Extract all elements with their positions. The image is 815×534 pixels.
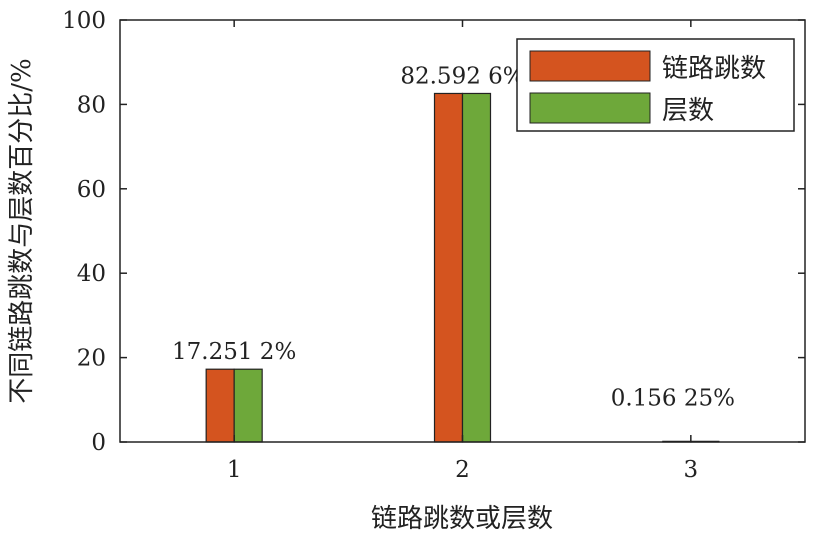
y-tick-label-0: 0 xyxy=(91,430,106,456)
legend-label-layers: 层数 xyxy=(662,96,714,126)
x-tick-label-2: 2 xyxy=(455,457,470,483)
y-tick-label-40: 40 xyxy=(77,261,106,287)
legend-label-hops: 链路跳数 xyxy=(662,54,766,84)
x-tick-label-3: 3 xyxy=(684,457,699,483)
bar-hops-1 xyxy=(205,368,235,443)
data-label-2: 82.592 6% xyxy=(400,63,524,89)
y-tick-label-20: 20 xyxy=(77,346,106,372)
bar-layers-2 xyxy=(461,92,492,443)
y-tick-label-100: 100 xyxy=(62,8,106,34)
data-label-1: 17.251 2% xyxy=(172,339,296,365)
legend: 链路跳数 层数 xyxy=(516,38,795,132)
data-labels-layer: 17.251 2% 82.592 6% 0.156 25% xyxy=(172,63,735,411)
x-axis-label: 链路跳数或层数 xyxy=(371,504,553,534)
legend-swatch-layers xyxy=(529,92,651,124)
y-axis-label: 不同链路跳数与层数百分比/% xyxy=(7,58,37,403)
legend-swatch-hops xyxy=(529,50,651,82)
y-tick-label-60: 60 xyxy=(77,177,106,203)
data-label-3: 0.156 25% xyxy=(611,385,735,411)
x-axis: 1 2 3 xyxy=(227,20,698,483)
bar-layers-1 xyxy=(233,368,263,443)
bars-layer xyxy=(205,92,720,443)
y-tick-label-80: 80 xyxy=(77,92,106,118)
bar-hops-2 xyxy=(433,92,464,443)
y-axis: 0 20 40 60 80 100 xyxy=(62,8,805,456)
x-tick-label-1: 1 xyxy=(227,457,242,483)
